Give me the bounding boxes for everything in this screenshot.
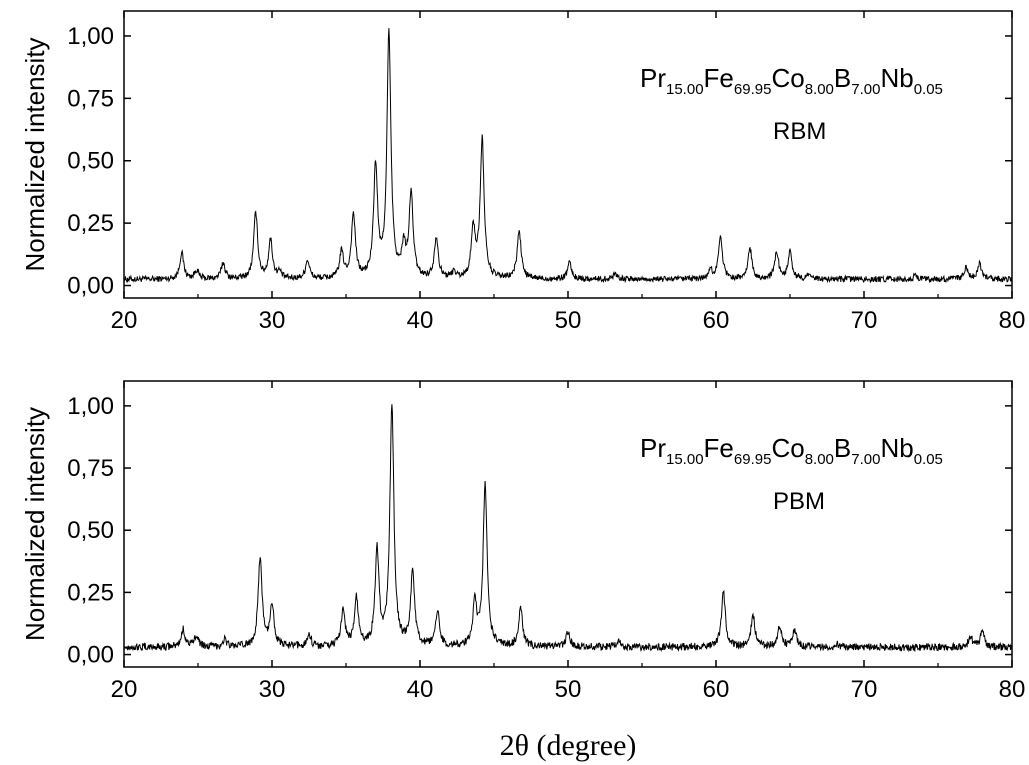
x-tick-label: 60 [703, 676, 730, 703]
formula-subscript: 69.95 [734, 451, 772, 468]
formula-element: Nb [880, 63, 913, 93]
x-tick-label: 80 [999, 307, 1026, 334]
y-tick-label: 0,25 [67, 579, 114, 606]
bottom-panel: 20 30 40 50 60 70 80 0,00 0,25 0,50 0,75 1,00 Normal… [20, 381, 1025, 762]
formula-element: Co [771, 63, 804, 93]
x-tick-label: 50 [555, 307, 582, 334]
formula-subscript: 15.00 [666, 451, 704, 468]
y-tick-label: 0,50 [67, 517, 114, 544]
y-tick-label: 1,00 [67, 393, 114, 420]
sample-label: RBM [773, 118, 826, 145]
x-tick-label: 20 [111, 307, 138, 334]
formula-element: Pr [640, 63, 666, 93]
x-tick-label: 40 [407, 676, 434, 703]
formula-element: Fe [704, 433, 734, 463]
formula-subscript: 8.00 [805, 81, 834, 98]
formula-subscript: 15.00 [666, 81, 704, 98]
formula-subscript: 8.00 [805, 451, 834, 468]
x-tick-label: 30 [259, 676, 286, 703]
formula-subscript: 7.00 [851, 451, 880, 468]
x-tick-label: 20 [111, 676, 138, 703]
formula-element: Co [771, 433, 804, 463]
y-axis-label: Normalized intensity [20, 407, 50, 641]
x-tick-label: 40 [407, 307, 434, 334]
x-tick-label: 50 [555, 676, 582, 703]
formula-element: Pr [640, 433, 666, 463]
y-axis-label: Normalized intensity [20, 37, 50, 271]
y-tick-label: 0,00 [67, 273, 114, 300]
composition-formula: Pr15.00Fe69.95Co8.00B7.00Nb0.05 [640, 433, 943, 468]
formula-element: B [834, 433, 851, 463]
sample-label: PBM [773, 488, 825, 515]
x-tick-label: 30 [259, 307, 286, 334]
composition-formula: Pr15.00Fe69.95Co8.00B7.00Nb0.05 [640, 63, 943, 98]
y-tick-label: 0,25 [67, 210, 114, 237]
x-axis-label: 2θ (degree) [500, 729, 637, 762]
formula-element: Nb [880, 433, 913, 463]
formula-element: B [834, 63, 851, 93]
y-tick-label: 0,75 [67, 455, 114, 482]
xrd-pattern-line [124, 28, 1012, 282]
y-tick-label: 0,00 [67, 642, 114, 669]
formula-subscript: 7.00 [851, 81, 880, 98]
y-tick-label: 0,75 [67, 85, 114, 112]
x-tick-label: 70 [851, 307, 878, 334]
y-tick-label: 0,50 [67, 148, 114, 175]
formula-element: Fe [704, 63, 734, 93]
top-panel: 20 30 40 50 60 70 80 0,00 0,25 0,50 0,75 1,00 Normal… [20, 11, 1025, 334]
formula-subscript: 69.95 [734, 81, 772, 98]
x-tick-label: 60 [703, 307, 730, 334]
formula-subscript: 0.05 [914, 451, 943, 468]
formula-subscript: 0.05 [914, 81, 943, 98]
plot-frame [124, 11, 1012, 298]
x-tick-label: 80 [999, 676, 1026, 703]
x-tick-label: 70 [851, 676, 878, 703]
xrd-pattern-line [124, 404, 1012, 650]
plot-frame [124, 381, 1012, 667]
y-tick-label: 1,00 [67, 23, 114, 50]
